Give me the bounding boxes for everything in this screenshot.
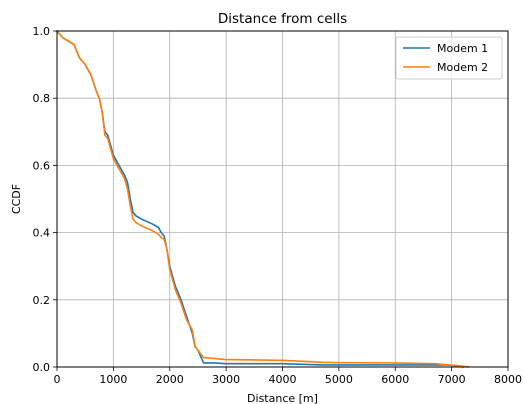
x-tick-label: 1000 <box>99 373 127 386</box>
y-tick-label: 0.4 <box>33 227 51 240</box>
y-tick-label: 0.2 <box>33 294 51 307</box>
legend-label-modem-2: Modem 2 <box>437 61 488 74</box>
y-tick-label: 0.6 <box>33 159 51 172</box>
y-tick-label: 1.0 <box>33 25 51 38</box>
chart-title: Distance from cells <box>218 11 347 27</box>
grid-lines <box>56 30 509 368</box>
x-tick-label: 8000 <box>494 373 522 386</box>
legend: Modem 1 Modem 2 <box>395 36 503 80</box>
legend-label-modem-1: Modem 1 <box>437 42 488 55</box>
x-tick-label: 2000 <box>156 373 184 386</box>
series-lines <box>55 29 470 368</box>
x-tick-label: 6000 <box>381 373 409 386</box>
x-tick-label: 7000 <box>438 373 466 386</box>
axis-ticks: 0 1000 2000 3000 4000 5000 6000 7000 8000 0.0 0.2 0… <box>33 25 523 386</box>
y-tick-label: 0.0 <box>33 361 51 374</box>
series-line-modem-1 <box>55 29 464 368</box>
x-tick-label: 3000 <box>212 373 240 386</box>
y-tick-label: 0.8 <box>33 92 51 105</box>
x-tick-label: 0 <box>54 373 61 386</box>
x-axis-label: Distance [m] <box>247 392 318 404</box>
y-axis-label: CCDF <box>10 184 23 214</box>
series-line-modem-2 <box>55 29 470 368</box>
x-tick-label: 5000 <box>325 373 353 386</box>
x-tick-label: 4000 <box>269 373 297 386</box>
